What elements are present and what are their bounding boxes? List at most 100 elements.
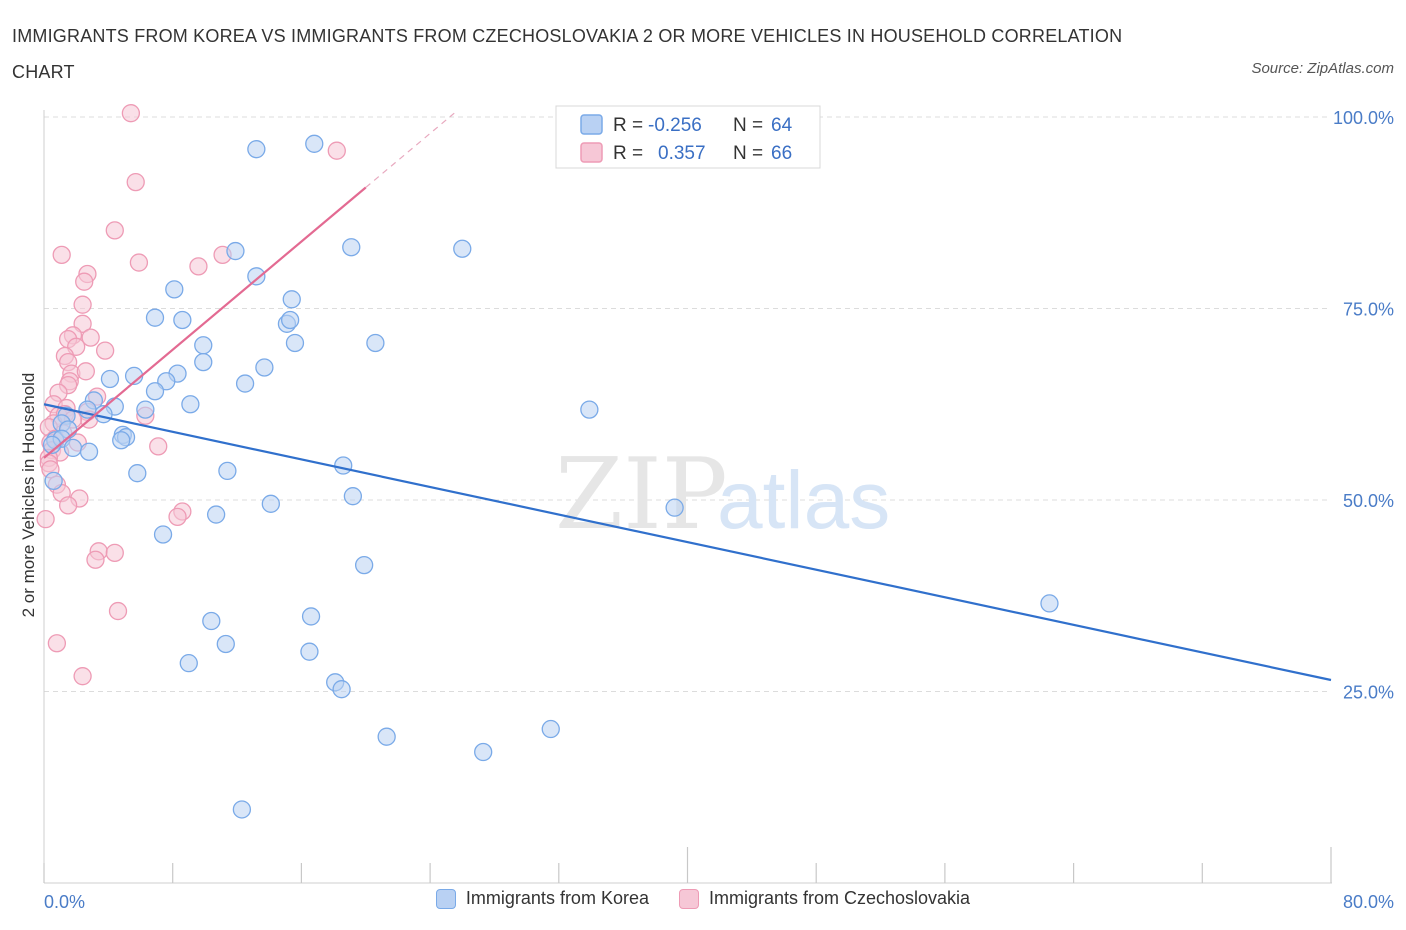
czech-point-50 [168, 507, 187, 527]
legend-r-korea: -0.256 [648, 115, 702, 136]
korea-point-43 [128, 464, 147, 483]
czech-point-6 [129, 253, 149, 272]
legend-label-czech: Immigrants from Czechoslovakia [708, 888, 971, 908]
korea-point-55 [300, 642, 319, 661]
legend-item-czech: Immigrants from Czechoslovakia [678, 888, 971, 909]
czech-point-55 [108, 601, 128, 621]
y-tick-label-75: 75.0% [1343, 300, 1394, 320]
korea-point-26 [136, 400, 155, 419]
czech-point-53 [105, 543, 124, 563]
series-czechoslovakia-points [36, 104, 346, 686]
y-tick-label-50: 50.0% [1343, 491, 1394, 511]
chart-source: Source: ZipAtlas.com [1251, 60, 1394, 77]
korea-point-24 [181, 395, 200, 414]
x-tick-label-min: 0.0% [44, 892, 85, 912]
watermark-atlas: atlas [717, 455, 890, 546]
legend-r-czech: 0.357 [658, 143, 706, 164]
czech-point-14 [81, 328, 100, 347]
korea-point-12 [285, 333, 305, 353]
korea-point-62 [232, 800, 252, 819]
trend-lines [43, 112, 1332, 682]
korea-point-54 [216, 634, 235, 654]
czech-point-56 [47, 634, 67, 653]
czech-point-0 [121, 104, 141, 123]
x-tick-marks [43, 847, 1332, 883]
korea-point-61 [474, 742, 493, 762]
korea-point-60 [377, 727, 396, 746]
legend-box: R = -0.256 N = 64 R = 0.357 N = 66 [555, 105, 821, 169]
korea-point-52 [301, 607, 321, 626]
korea-point-49 [153, 525, 173, 544]
czech-point-9 [75, 272, 94, 291]
chart-title: IMMIGRANTS FROM KOREA VS IMMIGRANTS FROM… [12, 26, 1123, 82]
korea-point-21 [235, 374, 255, 393]
czech-point-51 [36, 510, 55, 529]
korea-point-4 [453, 239, 472, 258]
czech-point-39 [149, 437, 168, 456]
czech-trend-line [43, 186, 367, 459]
legend-swatch-czech [580, 142, 603, 163]
czech-point-54 [86, 550, 105, 569]
korea-point-59 [541, 719, 560, 739]
legend-swatch-korea [580, 114, 603, 135]
korea-point-2 [226, 241, 245, 261]
svg-text:R =: R = [613, 143, 643, 164]
y-tick-label-25: 25.0% [1343, 683, 1394, 703]
legend-swatch-korea-bottom [435, 888, 456, 909]
korea-point-46 [261, 494, 280, 513]
y-tick-labels: 25.0% 50.0% 75.0% 100.0% [1333, 108, 1394, 703]
czech-point-2 [126, 172, 145, 192]
korea-point-40 [79, 442, 99, 461]
x-tick-label-max: 80.0% [1343, 892, 1394, 912]
korea-point-22 [145, 382, 165, 401]
korea-point-42 [218, 461, 237, 481]
korea-point-11 [280, 310, 300, 330]
korea-point-5 [247, 267, 266, 286]
watermark-zip: ZIP [555, 438, 728, 552]
korea-point-16 [255, 358, 274, 377]
bottom-legend: Immigrants from Korea Immigrants from Cz… [0, 888, 1406, 909]
korea-point-8 [145, 308, 165, 327]
legend-swatch-czech-bottom [678, 888, 699, 909]
korea-point-15 [194, 352, 213, 372]
czech-trend-extension [365, 112, 455, 188]
czech-point-20 [76, 362, 95, 381]
korea-trend-line [43, 403, 1332, 682]
korea-point-3 [342, 238, 361, 257]
korea-point-14 [194, 336, 213, 355]
korea-point-44 [44, 471, 63, 491]
korea-point-30 [580, 400, 599, 419]
czech-point-3 [105, 221, 124, 240]
korea-point-19 [100, 369, 120, 389]
korea-point-51 [1040, 594, 1059, 613]
czech-point-48 [58, 496, 78, 515]
korea-point-39 [63, 438, 83, 458]
korea-point-1 [305, 134, 324, 153]
korea-point-48 [206, 505, 226, 524]
y-axis-label: 2 or more Vehicles in Household [19, 373, 38, 618]
svg-text:N =: N = [733, 143, 763, 164]
svg-text:R =: R = [613, 115, 643, 136]
czech-point-7 [189, 257, 208, 276]
legend-n-czech: 66 [771, 143, 792, 164]
czech-point-10 [73, 295, 92, 314]
korea-point-47 [665, 498, 684, 517]
korea-point-45 [343, 487, 363, 506]
czech-point-4 [52, 245, 71, 265]
korea-point-37 [112, 431, 131, 450]
korea-point-13 [366, 333, 385, 353]
czech-point-57 [73, 667, 92, 686]
korea-point-53 [202, 611, 221, 631]
grid-lines [44, 116, 1331, 692]
legend-item-korea: Immigrants from Korea [435, 888, 649, 909]
korea-point-0 [247, 140, 266, 159]
korea-point-41 [334, 456, 353, 475]
korea-point-6 [165, 280, 184, 299]
czech-point-1 [327, 141, 346, 160]
korea-point-56 [179, 654, 198, 673]
series-korea-points [42, 134, 1059, 819]
legend-label-korea: Immigrants from Korea [465, 888, 649, 908]
czech-point-16 [95, 341, 115, 360]
korea-point-50 [354, 555, 374, 575]
